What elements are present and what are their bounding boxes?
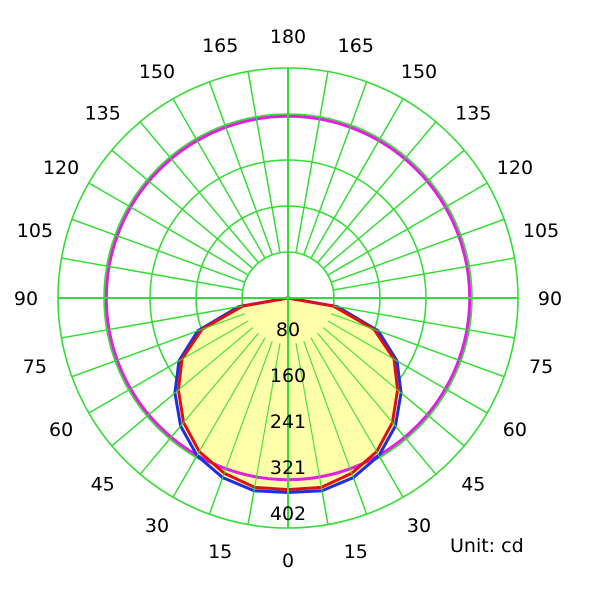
grid-spoke-overlay — [111, 327, 254, 447]
angle-label-right-135: 135 — [455, 103, 491, 125]
grid-spoke-overlay — [327, 320, 488, 414]
grid-spoke-overlay — [310, 337, 404, 498]
angle-label-left-90: 90 — [14, 288, 38, 310]
angle-label-right-60: 60 — [503, 419, 527, 441]
grid-spoke-overlay — [303, 341, 368, 515]
radial-tick-label: 321 — [270, 457, 306, 479]
grid-spoke-overlay — [247, 343, 281, 525]
grid-spoke-overlay — [295, 343, 329, 525]
grid-spoke-overlay — [333, 305, 515, 339]
radial-tick-label: 160 — [270, 365, 306, 387]
grid-spoke-overlay — [310, 98, 404, 259]
grid-spoke-overlay — [88, 182, 249, 276]
angle-label-left-120: 120 — [43, 157, 79, 179]
grid-spoke-overlay — [317, 332, 437, 475]
angle-label-left-0: 0 — [282, 550, 294, 572]
angle-label-left-180: 180 — [270, 26, 306, 48]
angle-label-right-105: 105 — [523, 220, 559, 242]
grid-spoke-overlay — [303, 81, 368, 255]
grid-spoke-overlay — [172, 337, 266, 498]
grid-spoke-overlay — [333, 257, 515, 291]
angle-label-right-90: 90 — [538, 288, 562, 310]
grid-spoke-overlay — [88, 320, 249, 414]
radial-tick-label: 241 — [270, 411, 306, 433]
angle-label-right-150: 150 — [401, 61, 437, 83]
angle-label-right-45: 45 — [461, 473, 485, 495]
grid-spoke-overlay — [247, 71, 281, 253]
angle-label-left-45: 45 — [91, 473, 115, 495]
grid-spoke-overlay — [327, 182, 488, 276]
angle-label-right-15: 15 — [344, 541, 368, 563]
angle-label-left-30: 30 — [145, 515, 169, 537]
grid-spoke-overlay — [331, 313, 505, 378]
grid-spoke-overlay — [61, 305, 243, 339]
angle-label-left-15: 15 — [208, 541, 232, 563]
grid-spoke-overlay — [139, 121, 259, 264]
grid-spoke-overlay — [331, 218, 505, 283]
grid-spoke-overlay — [71, 313, 245, 378]
grid-spoke-overlay — [322, 149, 465, 269]
angle-label-left-150: 150 — [139, 61, 175, 83]
angle-label-left-135: 135 — [85, 103, 121, 125]
angle-label-left-75: 75 — [23, 356, 47, 378]
angle-label-left-60: 60 — [49, 419, 73, 441]
angle-label-right-75: 75 — [529, 356, 553, 378]
angle-label-left-105: 105 — [17, 220, 53, 242]
radial-labels: 80 160 241 321 402 — [270, 319, 306, 525]
angle-labels: 0 15 30 45 60 75 90 105 120 135 150 165 180 15 30 45 60 7… — [14, 26, 562, 572]
radial-tick-label: 402 — [270, 503, 306, 525]
grid-spoke-overlay — [208, 81, 273, 255]
angle-label-left-165: 165 — [202, 35, 238, 57]
unit-label: Unit: cd — [450, 535, 524, 557]
grid-spoke-overlay — [71, 218, 245, 283]
grid-spoke-overlay — [139, 332, 259, 475]
grid-spoke-overlay — [172, 98, 266, 259]
angle-label-right-165: 165 — [338, 35, 374, 57]
grid-spoke-overlay — [322, 327, 465, 447]
series-layer — [58, 68, 518, 528]
grid-spoke-overlay — [61, 257, 243, 291]
angle-label-right-120: 120 — [497, 157, 533, 179]
grid-spoke-overlay — [111, 149, 254, 269]
grid-spoke-overlay — [208, 341, 273, 515]
grid-spoke-overlay — [295, 71, 329, 253]
grid-spoke-overlay — [317, 121, 437, 264]
angle-label-right-30: 30 — [407, 515, 431, 537]
radial-tick-label: 80 — [276, 319, 300, 341]
